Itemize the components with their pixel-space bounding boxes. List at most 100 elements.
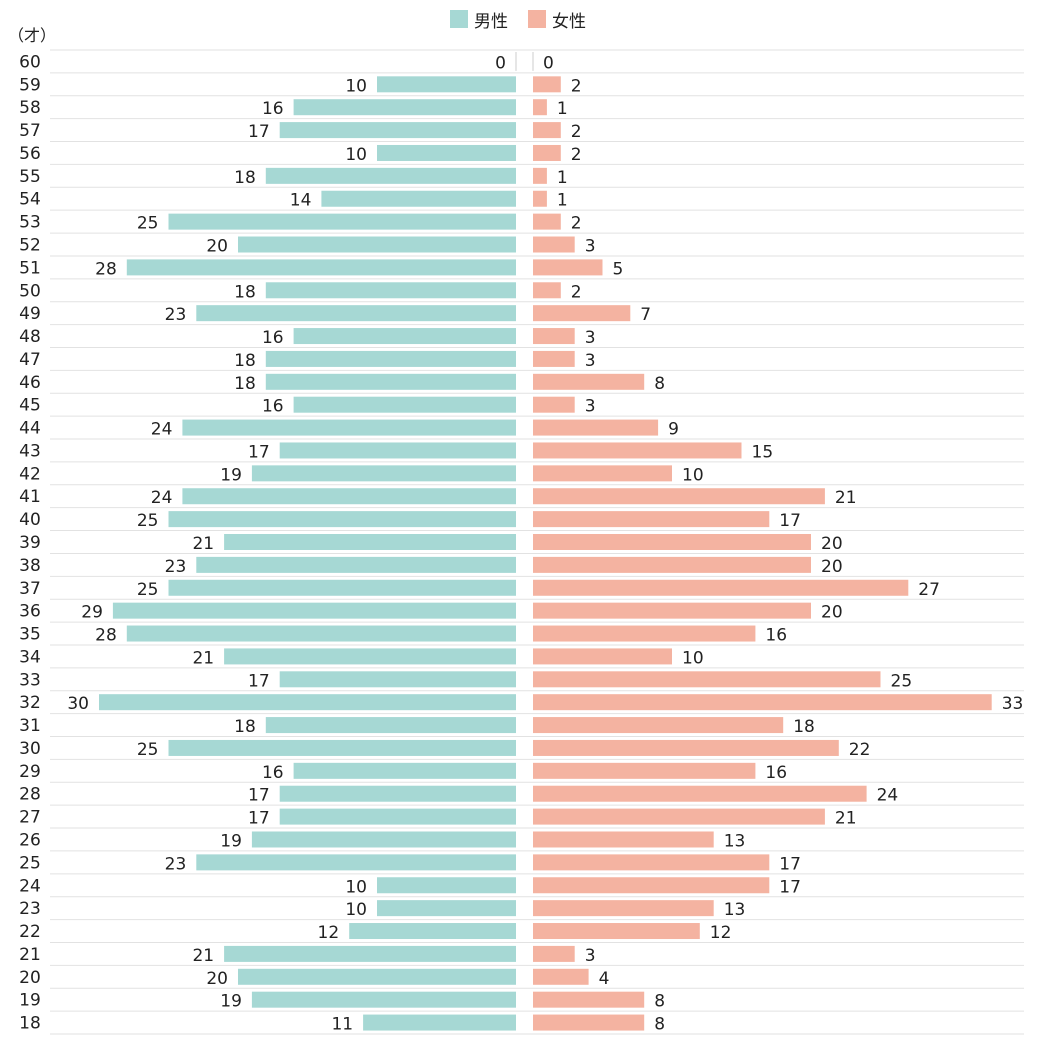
bar-female — [533, 236, 575, 253]
value-label-male: 23 — [165, 557, 187, 577]
age-tick-label: 43 — [19, 441, 41, 461]
value-label-female: 22 — [849, 740, 871, 760]
bar-male — [279, 808, 516, 825]
bar-male — [224, 945, 516, 962]
age-tick-label: 21 — [19, 945, 41, 965]
value-label-male: 21 — [192, 946, 214, 966]
value-label-female: 12 — [710, 923, 732, 943]
bar-female — [533, 442, 742, 459]
bar-male — [293, 99, 516, 116]
bar-male — [279, 122, 516, 139]
value-label-female: 2 — [571, 145, 582, 165]
age-tick-label: 23 — [19, 899, 41, 919]
value-label-female: 10 — [682, 648, 704, 668]
bar-female — [533, 190, 547, 207]
value-label-male: 25 — [137, 214, 159, 234]
value-label-male: 14 — [290, 191, 312, 211]
age-tick-label: 28 — [19, 785, 41, 805]
bar-female — [533, 328, 575, 345]
legend-item-male: 男性 — [450, 7, 508, 32]
bar-female — [533, 350, 575, 367]
value-label-female: 4 — [599, 969, 610, 989]
bar-male — [265, 717, 516, 734]
bar-female — [533, 671, 881, 688]
bar-female — [533, 556, 811, 573]
value-label-female: 7 — [640, 305, 651, 325]
value-label-female: 24 — [877, 786, 899, 806]
bar-male — [349, 923, 516, 940]
bar-female — [533, 282, 561, 299]
value-label-male: 16 — [262, 397, 284, 417]
bar-female — [533, 968, 589, 985]
bar-male — [126, 259, 517, 276]
age-tick-label: 39 — [19, 533, 41, 553]
age-tick-label: 42 — [19, 464, 41, 484]
bar-female — [533, 945, 575, 962]
legend-swatch-male — [450, 10, 468, 28]
age-tick-label: 46 — [19, 373, 41, 393]
bar-male — [293, 762, 516, 779]
age-tick-label: 56 — [19, 144, 41, 164]
age-tick-label: 25 — [19, 853, 41, 873]
bar-male — [168, 213, 516, 230]
value-label-female: 1 — [557, 99, 568, 119]
value-label-female: 20 — [821, 534, 843, 554]
bar-female — [533, 625, 756, 642]
value-label-female: 2 — [571, 76, 582, 96]
value-label-male: 20 — [206, 237, 228, 257]
age-tick-label: 38 — [19, 556, 41, 576]
value-label-female: 2 — [571, 282, 582, 302]
bar-female — [533, 785, 867, 802]
bar-female — [533, 808, 825, 825]
bar-female — [533, 259, 603, 276]
value-label-male: 18 — [234, 717, 256, 737]
value-label-male: 19 — [220, 465, 242, 485]
bar-female — [533, 213, 561, 230]
value-label-male: 18 — [234, 282, 256, 302]
value-label-male: 10 — [345, 76, 367, 96]
value-label-male: 17 — [248, 442, 270, 462]
value-label-male: 24 — [151, 420, 173, 440]
value-label-male: 28 — [95, 259, 117, 279]
y-axis-unit-label: （才） — [8, 26, 57, 45]
value-label-male: 20 — [206, 969, 228, 989]
value-label-female: 8 — [654, 1015, 665, 1035]
bar-male — [238, 236, 516, 253]
value-label-male: 10 — [345, 900, 367, 920]
age-tick-label: 33 — [19, 670, 41, 690]
bar-male — [251, 991, 516, 1008]
value-label-male: 18 — [234, 374, 256, 394]
bar-female — [533, 488, 825, 505]
bar-female — [533, 511, 770, 528]
bar-female — [533, 99, 547, 116]
bar-female — [533, 694, 992, 711]
bar-male — [168, 511, 516, 528]
bar-female — [533, 373, 645, 390]
age-tick-label: 51 — [19, 258, 41, 278]
age-tick-label: 37 — [19, 579, 41, 599]
value-label-female: 8 — [654, 992, 665, 1012]
value-label-female: 9 — [668, 420, 679, 440]
age-tick-label: 48 — [19, 327, 41, 347]
bar-female — [533, 465, 672, 482]
bar-male — [196, 556, 517, 573]
age-tick-label: 18 — [19, 1014, 41, 1034]
age-tick-label: 53 — [19, 213, 41, 233]
value-label-female: 3 — [585, 397, 596, 417]
age-tick-label: 55 — [19, 167, 41, 187]
bar-male — [196, 854, 517, 871]
value-label-male: 10 — [345, 877, 367, 897]
value-label-male: 10 — [345, 145, 367, 165]
bar-male — [265, 373, 516, 390]
bar-male — [126, 625, 517, 642]
value-label-female: 0 — [543, 53, 554, 73]
bar-male — [251, 831, 516, 848]
age-tick-label: 36 — [19, 602, 41, 622]
value-label-female: 33 — [1002, 694, 1024, 714]
bar-female — [533, 762, 756, 779]
value-label-male: 19 — [220, 992, 242, 1012]
value-label-male: 17 — [248, 809, 270, 829]
bar-male — [377, 76, 516, 93]
bar-female — [533, 579, 909, 596]
